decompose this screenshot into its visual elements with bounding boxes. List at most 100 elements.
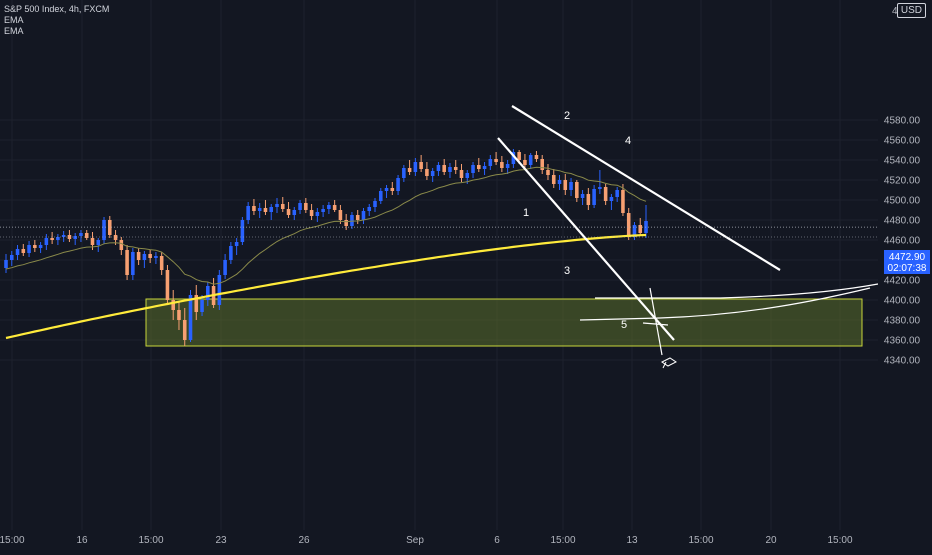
candle-body: [373, 201, 377, 207]
price-badge: 4472.90 02:07:38: [884, 250, 930, 274]
candle-body: [419, 162, 423, 169]
lower-trendline: [497, 137, 675, 341]
symbol-title[interactable]: S&P 500 Index, 4h, FXCM: [4, 4, 110, 14]
candle-body: [523, 160, 527, 165]
candle-body: [505, 164, 510, 168]
candle-body: [413, 162, 418, 172]
candle-body: [38, 245, 43, 248]
candle-body: [298, 203, 302, 210]
candle-body: [131, 252, 135, 275]
price-tick-label: 4420.00: [884, 276, 921, 287]
wave-label-4: 4: [625, 135, 631, 147]
wave-label-2: 2: [564, 110, 570, 122]
candle-body: [252, 206, 256, 211]
candle-body: [586, 194, 591, 205]
arrow-mark: [661, 357, 677, 369]
candle-body: [246, 206, 250, 220]
candle-body: [626, 213, 631, 237]
candle-body: [361, 211, 366, 220]
candle-body: [517, 152, 521, 160]
candle-body: [465, 173, 470, 178]
candle-body: [182, 320, 187, 340]
candle-body: [90, 238, 95, 245]
trendline-drawings: [497, 105, 879, 369]
candle-body: [621, 190, 625, 213]
candle-body: [21, 249, 26, 253]
candle-body: [321, 209, 325, 212]
time-tick-label: 20: [765, 535, 777, 546]
price-tick-label: 4380.00: [884, 316, 921, 327]
candle-body: [592, 189, 596, 205]
candle-body: [315, 212, 320, 216]
candle-body: [442, 165, 446, 172]
currency-button[interactable]: USD: [896, 3, 926, 18]
candle-body: [402, 168, 406, 178]
candle-body: [107, 220, 112, 235]
candles: [4, 149, 648, 346]
candle-body: [50, 238, 54, 240]
candle-body: [217, 275, 222, 305]
candle-body: [488, 159, 493, 166]
upper-trendline: [511, 105, 781, 271]
candle-body: [194, 295, 199, 312]
candle-body: [332, 205, 337, 210]
demand-zone: [145, 298, 863, 347]
time-axis[interactable]: 15:00 16 15:00 23 26 Sep 6 15:00 13 15:00 20 15:00: [0, 530, 932, 550]
candle-body: [551, 175, 556, 184]
time-tick-label: 15:00: [0, 535, 25, 546]
candle-body: [563, 180, 568, 190]
candle-body: [286, 209, 291, 215]
candle-body: [275, 204, 279, 207]
candle-body: [240, 220, 245, 242]
candle-body: [500, 162, 504, 168]
wave-labels: 1 2 3 4 5: [523, 110, 631, 331]
ema-2-label[interactable]: EMA: [4, 26, 24, 36]
price-tick-label-clipped: 4: [892, 6, 898, 17]
price-badge-price: 4472.90: [889, 252, 926, 263]
price-tick-label: 4560.00: [884, 136, 921, 147]
candle-body: [390, 188, 395, 191]
candle-body: [61, 235, 66, 237]
candle-body: [575, 182, 579, 198]
time-axis-bg: [0, 530, 932, 550]
candle-body: [119, 240, 124, 250]
candle-body: [528, 155, 533, 165]
candle-body: [79, 233, 83, 236]
price-badge-countdown: 02:07:38: [888, 263, 927, 274]
time-tick-label: 15:00: [827, 535, 852, 546]
candle-body: [396, 178, 400, 191]
ema-1-label[interactable]: EMA: [4, 15, 24, 25]
candle-body: [142, 254, 147, 260]
candle-body: [102, 220, 106, 240]
candle-body: [407, 168, 412, 172]
candle-body: [15, 249, 20, 255]
candle-body: [355, 215, 360, 220]
candle-body: [154, 256, 158, 258]
candle-body: [177, 310, 181, 320]
candle-body: [546, 170, 550, 175]
candle-body: [430, 171, 435, 176]
candle-body: [56, 237, 60, 240]
time-tick-label: 6: [494, 535, 500, 546]
price-axis[interactable]: 4340.004360.004380.004400.004420.004440.…: [878, 0, 932, 550]
time-tick-label: 15:00: [550, 535, 575, 546]
price-tick-label: 4340.00: [884, 356, 921, 367]
ema-fast-line: [5, 166, 647, 285]
candle-body: [229, 246, 233, 260]
candle-body: [44, 238, 49, 245]
wave-5-cross: [642, 287, 669, 356]
candle-body: [344, 220, 348, 226]
candle-body: [269, 207, 274, 212]
candle-body: [448, 167, 452, 172]
ema-slow-line: [5, 233, 647, 340]
time-tick-label: 15:00: [688, 535, 713, 546]
candle-body: [471, 165, 475, 173]
time-tick-label: 23: [215, 535, 227, 546]
candle-body: [534, 155, 539, 159]
candle-body: [165, 270, 170, 300]
support-curve-1: [595, 283, 879, 299]
candle-body: [9, 255, 14, 260]
candle-body: [557, 180, 562, 184]
